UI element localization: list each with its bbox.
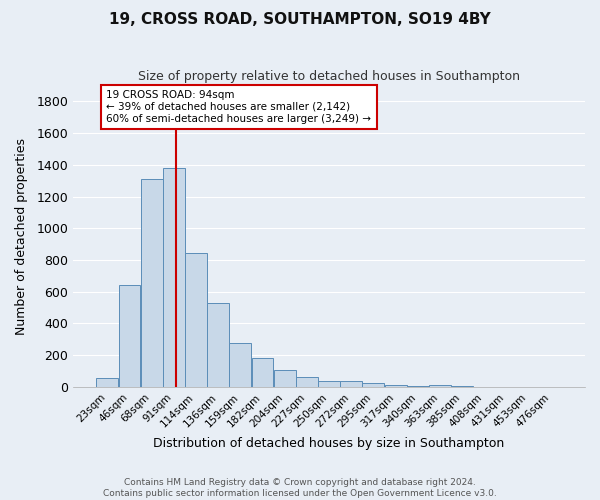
Bar — [274, 370, 296, 387]
Bar — [362, 383, 385, 387]
Title: Size of property relative to detached houses in Southampton: Size of property relative to detached ho… — [138, 70, 520, 83]
Bar — [385, 385, 407, 387]
Bar — [251, 358, 274, 387]
Bar — [296, 376, 318, 387]
Bar — [185, 253, 207, 387]
Bar — [229, 344, 251, 387]
Text: 19 CROSS ROAD: 94sqm
← 39% of detached houses are smaller (2,142)
60% of semi-de: 19 CROSS ROAD: 94sqm ← 39% of detached h… — [106, 90, 371, 124]
Bar — [119, 284, 140, 387]
X-axis label: Distribution of detached houses by size in Southampton: Distribution of detached houses by size … — [154, 437, 505, 450]
Bar — [318, 382, 340, 387]
Bar — [207, 303, 229, 387]
Bar — [429, 386, 451, 387]
Text: Contains HM Land Registry data © Crown copyright and database right 2024.
Contai: Contains HM Land Registry data © Crown c… — [103, 478, 497, 498]
Bar — [140, 179, 163, 387]
Bar — [97, 378, 118, 387]
Y-axis label: Number of detached properties: Number of detached properties — [15, 138, 28, 335]
Bar — [163, 168, 185, 387]
Text: 19, CROSS ROAD, SOUTHAMPTON, SO19 4BY: 19, CROSS ROAD, SOUTHAMPTON, SO19 4BY — [109, 12, 491, 28]
Bar — [340, 382, 362, 387]
